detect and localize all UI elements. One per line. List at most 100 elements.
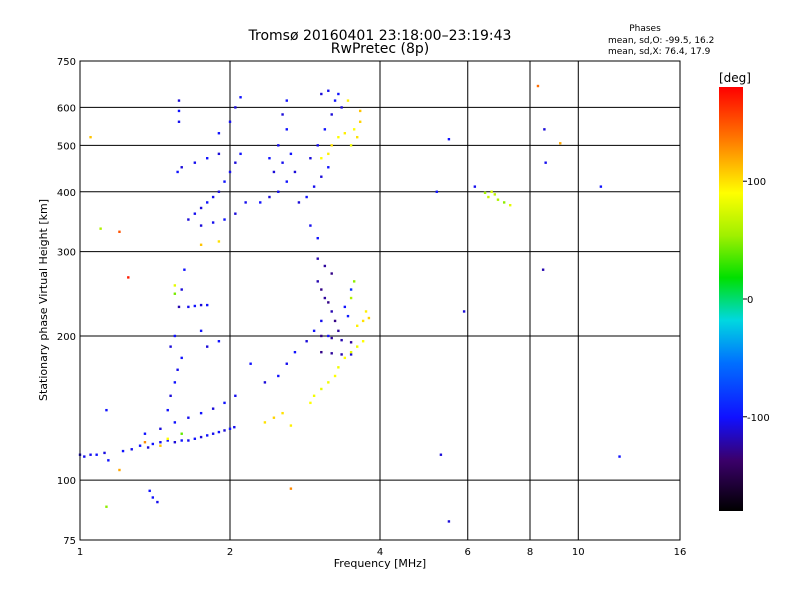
data-point <box>333 99 337 102</box>
data-point <box>349 296 353 300</box>
data-point <box>193 212 197 215</box>
stats-line-o: mean, sd,O: -99.5, 16.2 <box>608 36 714 46</box>
data-point <box>320 387 323 391</box>
data-point <box>285 362 288 365</box>
data-point <box>199 329 203 333</box>
data-point <box>89 135 92 139</box>
data-point <box>559 142 562 145</box>
data-point <box>327 381 330 384</box>
y-tick-label: 600 <box>57 103 76 114</box>
data-point <box>166 437 169 440</box>
data-point <box>330 336 333 340</box>
chart-subtitle: RwPretec (8p) <box>331 41 429 57</box>
data-point <box>187 416 190 419</box>
data-point <box>289 487 293 490</box>
y-tick-label: 400 <box>57 188 76 199</box>
data-point <box>316 280 319 283</box>
data-point <box>316 257 319 260</box>
colorbar-tick-label: -100 <box>747 413 770 424</box>
data-point <box>193 161 197 164</box>
data-point <box>268 157 271 160</box>
data-point <box>320 157 323 160</box>
data-point <box>146 446 150 449</box>
data-point <box>239 152 242 156</box>
data-point <box>297 201 301 204</box>
data-point <box>263 421 267 424</box>
data-point <box>249 362 252 365</box>
data-point <box>173 421 177 424</box>
data-point <box>180 439 183 442</box>
data-point <box>277 190 280 193</box>
data-point <box>330 352 333 355</box>
chart-title: Tromsø 20160401 23:18:00–23:19:43 <box>248 28 512 44</box>
data-point <box>355 135 359 139</box>
data-point <box>199 303 203 307</box>
data-point <box>228 120 232 123</box>
x-tick-label: 10 <box>572 547 585 558</box>
colorbar-gradient <box>719 87 743 511</box>
x-axis-label: Frequency [MHz] <box>334 557 426 570</box>
data-point <box>217 340 221 343</box>
data-point <box>159 441 162 444</box>
data-point <box>121 449 125 453</box>
data-point <box>320 334 323 338</box>
colorbar-ticks: 100 0 -100 <box>743 177 770 424</box>
y-tick-labels: 75 100 200 300 400 500 600 750 <box>57 57 76 547</box>
data-point <box>285 128 288 131</box>
data-point <box>340 353 343 356</box>
data-point <box>439 453 443 456</box>
data-point <box>180 356 183 360</box>
data-point <box>337 366 340 369</box>
data-point <box>223 218 226 221</box>
data-point <box>544 161 547 164</box>
data-point <box>234 161 237 164</box>
data-point <box>536 84 540 88</box>
data-point <box>107 459 110 462</box>
data-point <box>305 340 308 343</box>
plot-frame <box>79 60 681 541</box>
data-point <box>337 329 340 333</box>
data-point <box>330 113 333 116</box>
x-tick-label: 4 <box>377 547 383 558</box>
data-point <box>127 276 130 279</box>
data-point <box>337 135 340 139</box>
data-point <box>148 489 151 493</box>
data-point <box>293 350 297 354</box>
data-point <box>223 180 226 183</box>
data-point <box>118 468 121 472</box>
data-points <box>78 84 621 523</box>
data-point <box>205 303 209 307</box>
data-point <box>340 106 343 109</box>
colorbar: [deg] 100 0 -100 <box>719 71 770 511</box>
data-point <box>483 191 487 195</box>
data-point <box>340 338 343 342</box>
x-tick-labels: 1 2 4 6 8 10 16 <box>77 547 687 558</box>
data-point <box>177 109 181 113</box>
data-point <box>312 185 316 188</box>
x-tick-label: 2 <box>227 547 233 558</box>
data-point <box>599 185 603 188</box>
data-point <box>327 301 330 304</box>
data-point <box>103 451 106 455</box>
colorbar-label: [deg] <box>719 71 751 85</box>
data-point <box>327 89 330 92</box>
data-point <box>217 190 221 193</box>
data-point <box>281 113 284 116</box>
data-point <box>309 401 312 405</box>
data-point <box>277 144 280 147</box>
data-point <box>543 128 546 131</box>
data-point <box>309 157 312 160</box>
data-point <box>268 195 271 199</box>
data-point <box>166 439 169 442</box>
data-point <box>337 92 340 96</box>
x-tick-label: 1 <box>77 547 83 558</box>
x-tick-label: 8 <box>527 547 533 558</box>
data-point <box>199 224 203 227</box>
data-point <box>361 340 365 343</box>
data-point <box>473 185 477 188</box>
data-point <box>234 394 237 398</box>
data-point <box>176 170 179 174</box>
data-point <box>320 175 323 178</box>
stats-heading: Phases <box>629 24 661 34</box>
